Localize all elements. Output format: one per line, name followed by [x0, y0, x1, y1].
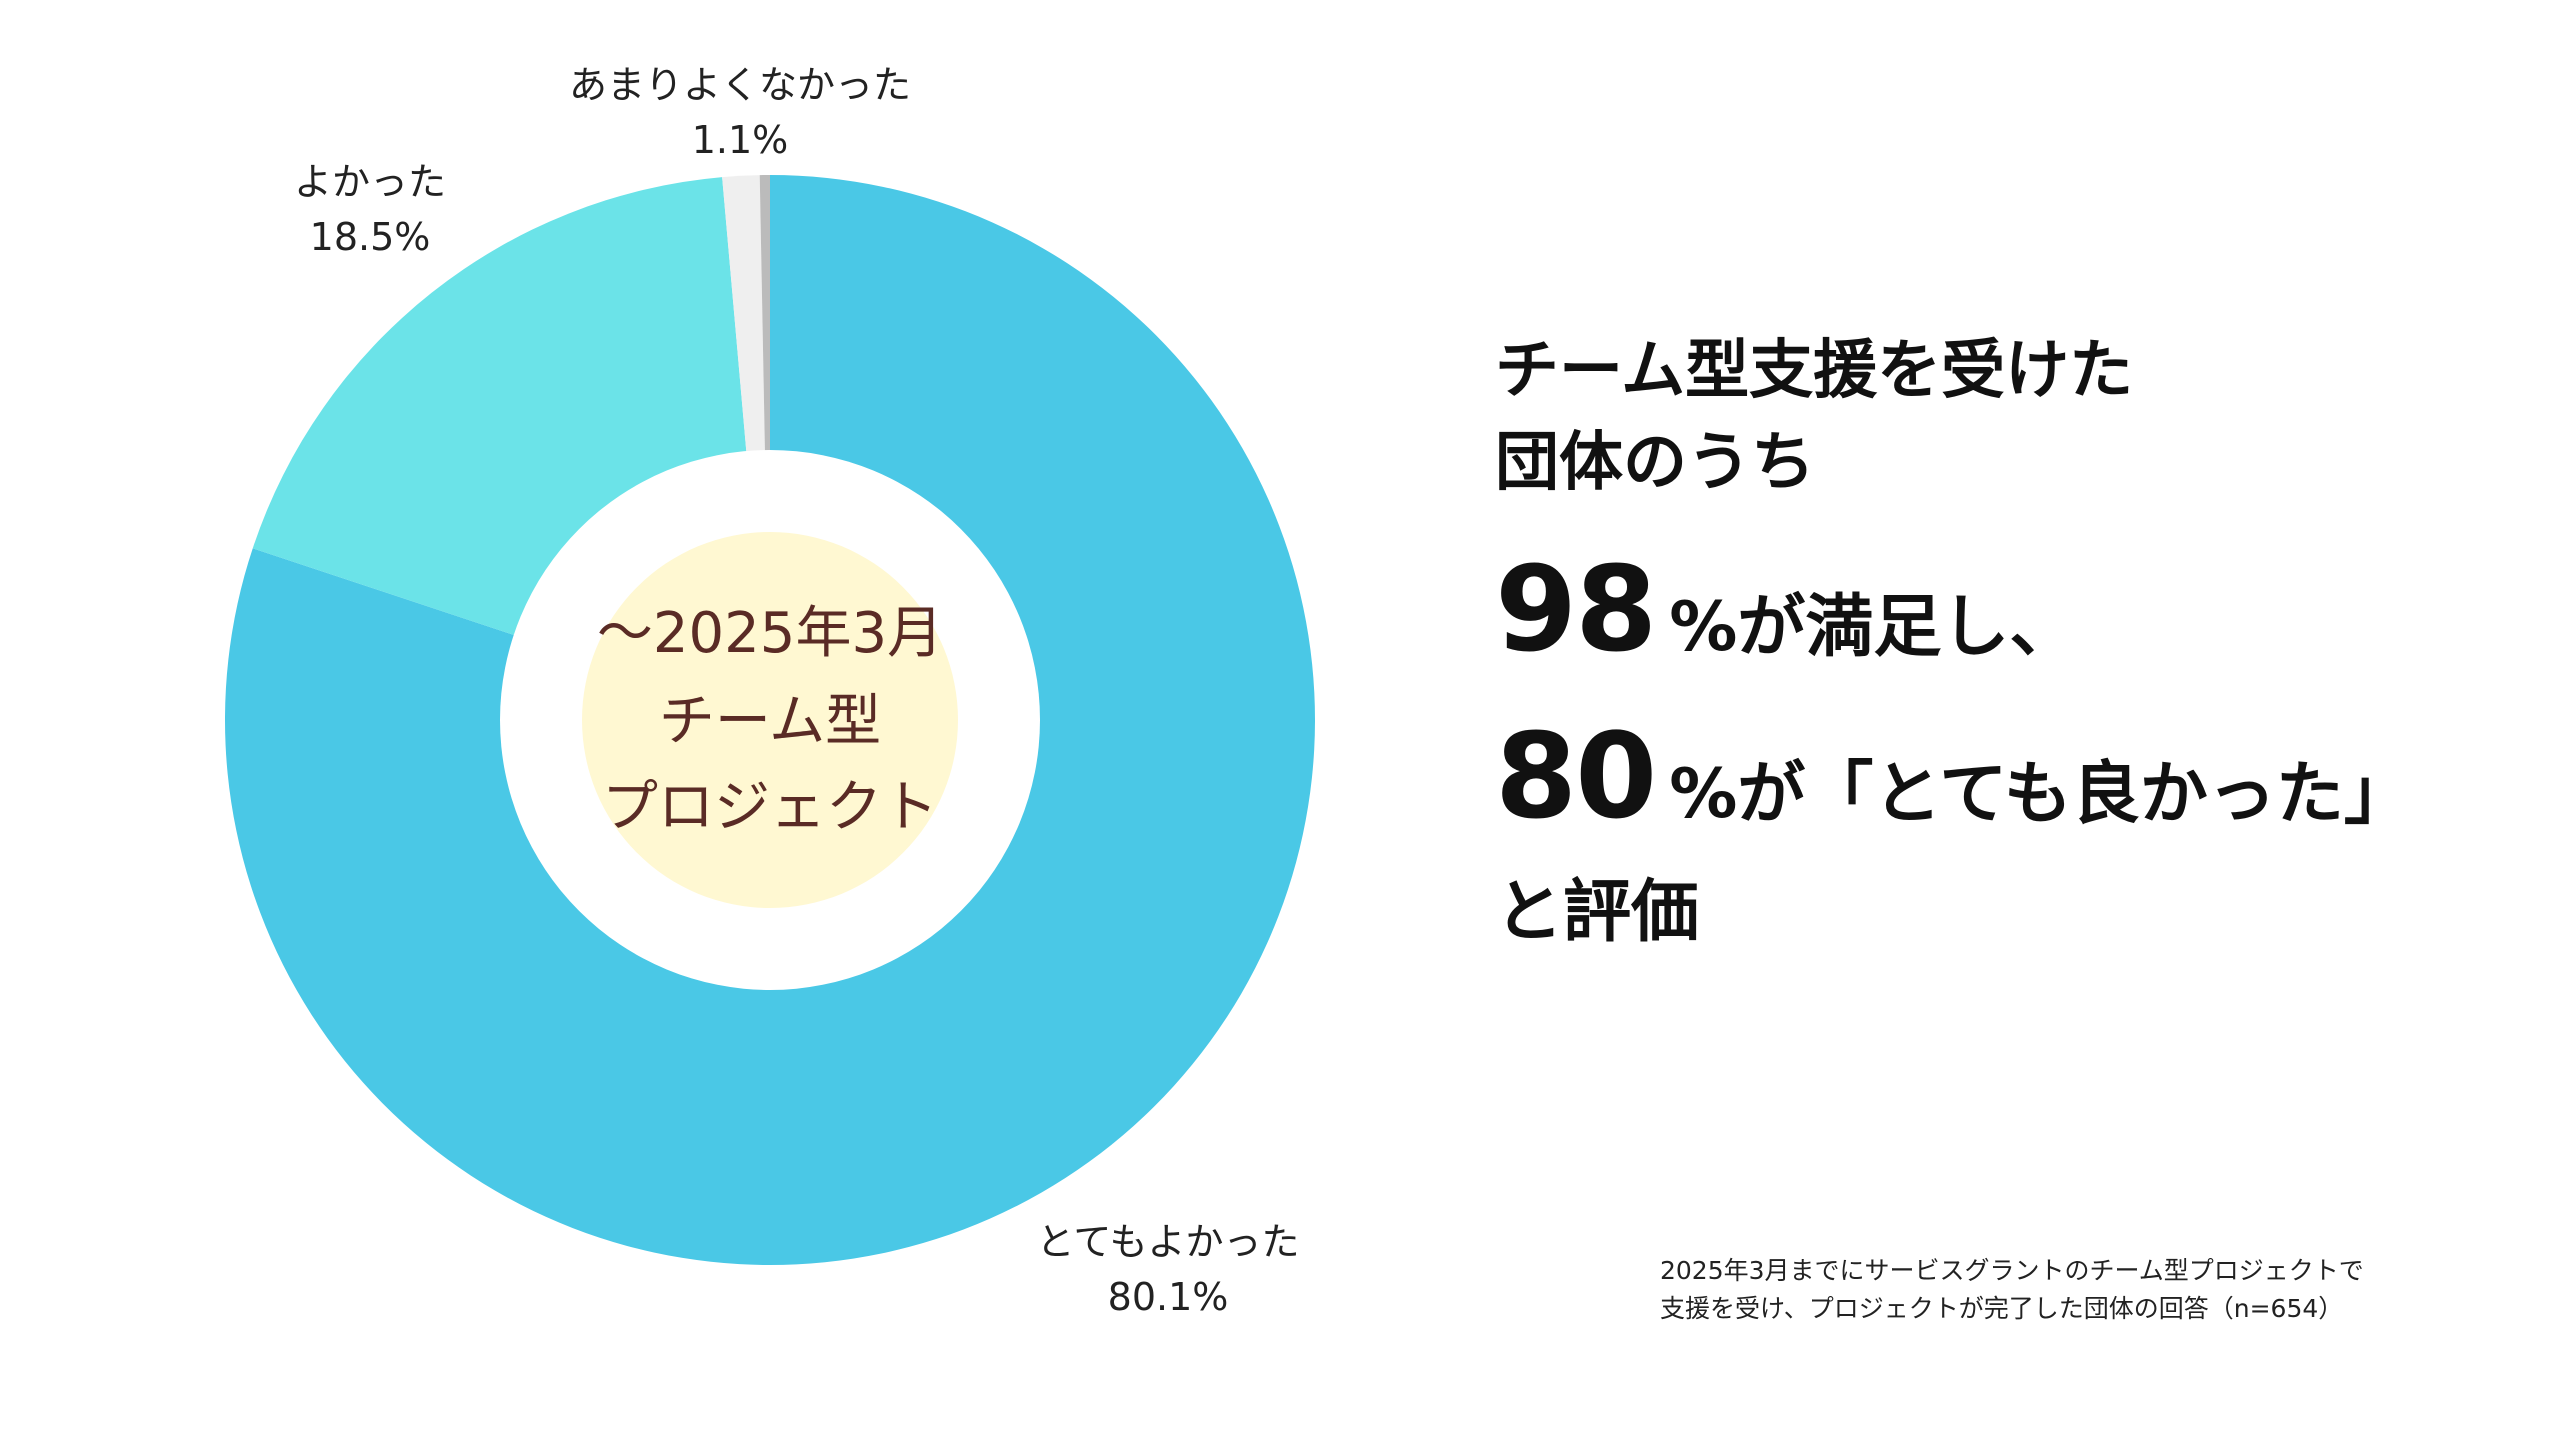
headline-stat-satisfied: 98 %が満足し、 [1495, 539, 2515, 698]
slice-value-very-good: 80.1% [1108, 1275, 1229, 1319]
headline-line-2: 団体のうち [1495, 426, 1815, 500]
headline-stat-very-good: 80 %が「とても良かった」 [1495, 706, 2515, 865]
slice-label-not-so-good: あまりよくなかった [569, 63, 911, 107]
stat-number-98: 98 [1495, 540, 1657, 678]
stat-text-very-good: %が「とても良かった」 [1669, 755, 2412, 834]
footnote-line-2: 支援を受け、プロジェクトが完了した団体の回答（n=654） [1660, 1294, 2344, 1323]
center-disc [582, 532, 958, 908]
donut-chart: 〜2025年3月 チーム型 プロジェクト とてもよかった 80.1% よかった … [224, 63, 1315, 1319]
headline-block: チーム型支援を受けた 団体のうち 98 %が満足し、 80 %が「とても良かった」 … [1495, 325, 2515, 961]
stat-text-satisfied: %が満足し、 [1669, 588, 2078, 667]
footnote-line-1: 2025年3月までにサービスグラントのチーム型プロジェクトで [1660, 1256, 2364, 1285]
center-text-type: チーム型 [659, 689, 881, 754]
slice-label-very-good: とてもよかった [1037, 1220, 1300, 1264]
center-text-project: プロジェクト [602, 775, 938, 840]
center-text-period: 〜2025年3月 [597, 601, 943, 666]
headline-line-tail: と評価 [1495, 873, 1700, 952]
headline-line-1: チーム型支援を受けた [1495, 334, 2134, 408]
slice-value-not-so-good: 1.1% [692, 118, 789, 162]
footnote: 2025年3月までにサービスグラントのチーム型プロジェクトで 支援を受け、プロジ… [1660, 1252, 2540, 1328]
stat-number-80: 80 [1495, 707, 1657, 845]
slice-label-good: よかった [294, 160, 446, 204]
slice-value-good: 18.5% [310, 215, 431, 259]
